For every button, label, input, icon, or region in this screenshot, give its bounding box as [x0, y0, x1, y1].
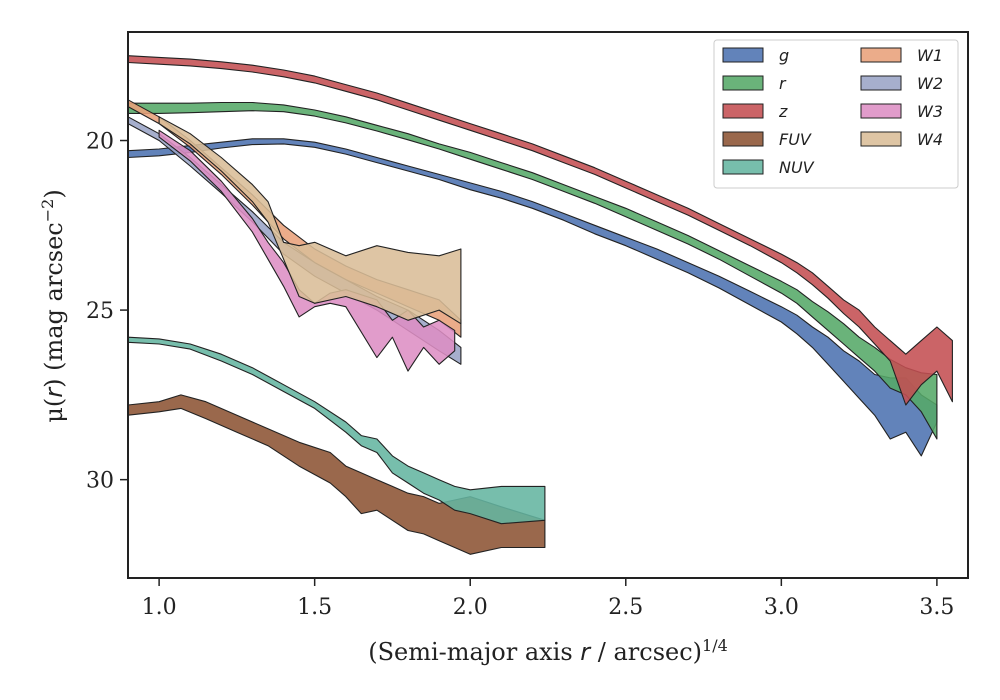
y-axis-label: μ(r) (mag arcsec−2): [38, 189, 69, 422]
legend-swatch: [860, 131, 902, 147]
x-tick-label: 2.5: [608, 595, 643, 620]
x-tick-label: 3.5: [919, 595, 954, 620]
legend-swatch: [860, 103, 902, 119]
legend-item-z: z: [722, 102, 788, 121]
legend-swatch: [722, 75, 764, 91]
band-w4: [158, 116, 462, 325]
band-z: [128, 55, 953, 406]
legend-swatch: [860, 75, 902, 91]
legend-label: W2: [917, 74, 943, 93]
legend-item-nuv: NUV: [722, 158, 815, 177]
legend-swatch: [722, 131, 764, 147]
band-fuv: [128, 394, 546, 555]
legend-swatch: [722, 103, 764, 119]
legend-label: FUV: [779, 130, 812, 149]
legend-item-w4: W4: [860, 130, 943, 149]
legend-swatch: [860, 47, 902, 63]
legend-label: NUV: [779, 158, 815, 177]
x-axis-label: (Semi-major axis r / arcsec)1/4: [368, 636, 728, 667]
legend-item-w3: W3: [860, 102, 943, 121]
legend-label: z: [778, 102, 788, 121]
legend-label: r: [779, 74, 787, 93]
x-axis: 1.0 1.5 2.0 2.5 3.0 3.5: [142, 578, 954, 620]
y-tick-label: 30: [86, 469, 114, 494]
legend-label: g: [779, 46, 789, 65]
legend-label: W4: [917, 130, 943, 149]
y-axis: 20 25 30: [86, 130, 128, 494]
axes-frame: [127, 31, 969, 579]
legend: grz FUV NUV W1 W2 W3 W4: [713, 39, 959, 189]
legend-item-g: g: [722, 46, 789, 65]
legend-swatch: [722, 47, 764, 63]
y-tick-label: 20: [86, 130, 114, 155]
band-r: [128, 101, 938, 440]
legend-swatch: [722, 159, 764, 175]
legend-item-w1: W1: [860, 46, 943, 65]
band-nuv: [128, 336, 546, 525]
legend-item-fuv: FUV: [722, 130, 812, 149]
x-tick-label: 2.0: [453, 595, 488, 620]
legend-item-r: r: [722, 74, 787, 93]
x-tick-label: 1.5: [297, 595, 332, 620]
legend-item-w2: W2: [860, 74, 943, 93]
plot-area: [128, 55, 953, 555]
x-tick-label: 3.0: [764, 595, 799, 620]
y-tick-label: 25: [86, 299, 114, 324]
x-tick-label: 1.0: [142, 595, 177, 620]
legend-label: W1: [917, 46, 943, 65]
legend-label: W3: [917, 102, 943, 121]
